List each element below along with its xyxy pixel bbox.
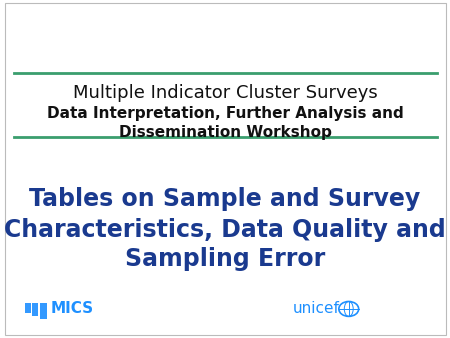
Text: MICS: MICS — [50, 301, 94, 316]
Bar — [32, 303, 38, 316]
Text: Data Interpretation, Further Analysis and
Dissemination Workshop: Data Interpretation, Further Analysis an… — [47, 106, 403, 141]
Bar — [25, 303, 31, 313]
Text: Characteristics, Data Quality and: Characteristics, Data Quality and — [4, 218, 446, 242]
Bar — [40, 303, 47, 319]
Text: Multiple Indicator Cluster Surveys: Multiple Indicator Cluster Surveys — [72, 83, 378, 102]
Text: unicef: unicef — [292, 301, 339, 316]
Text: Sampling Error: Sampling Error — [125, 246, 325, 271]
Text: Tables on Sample and Survey: Tables on Sample and Survey — [29, 187, 421, 212]
